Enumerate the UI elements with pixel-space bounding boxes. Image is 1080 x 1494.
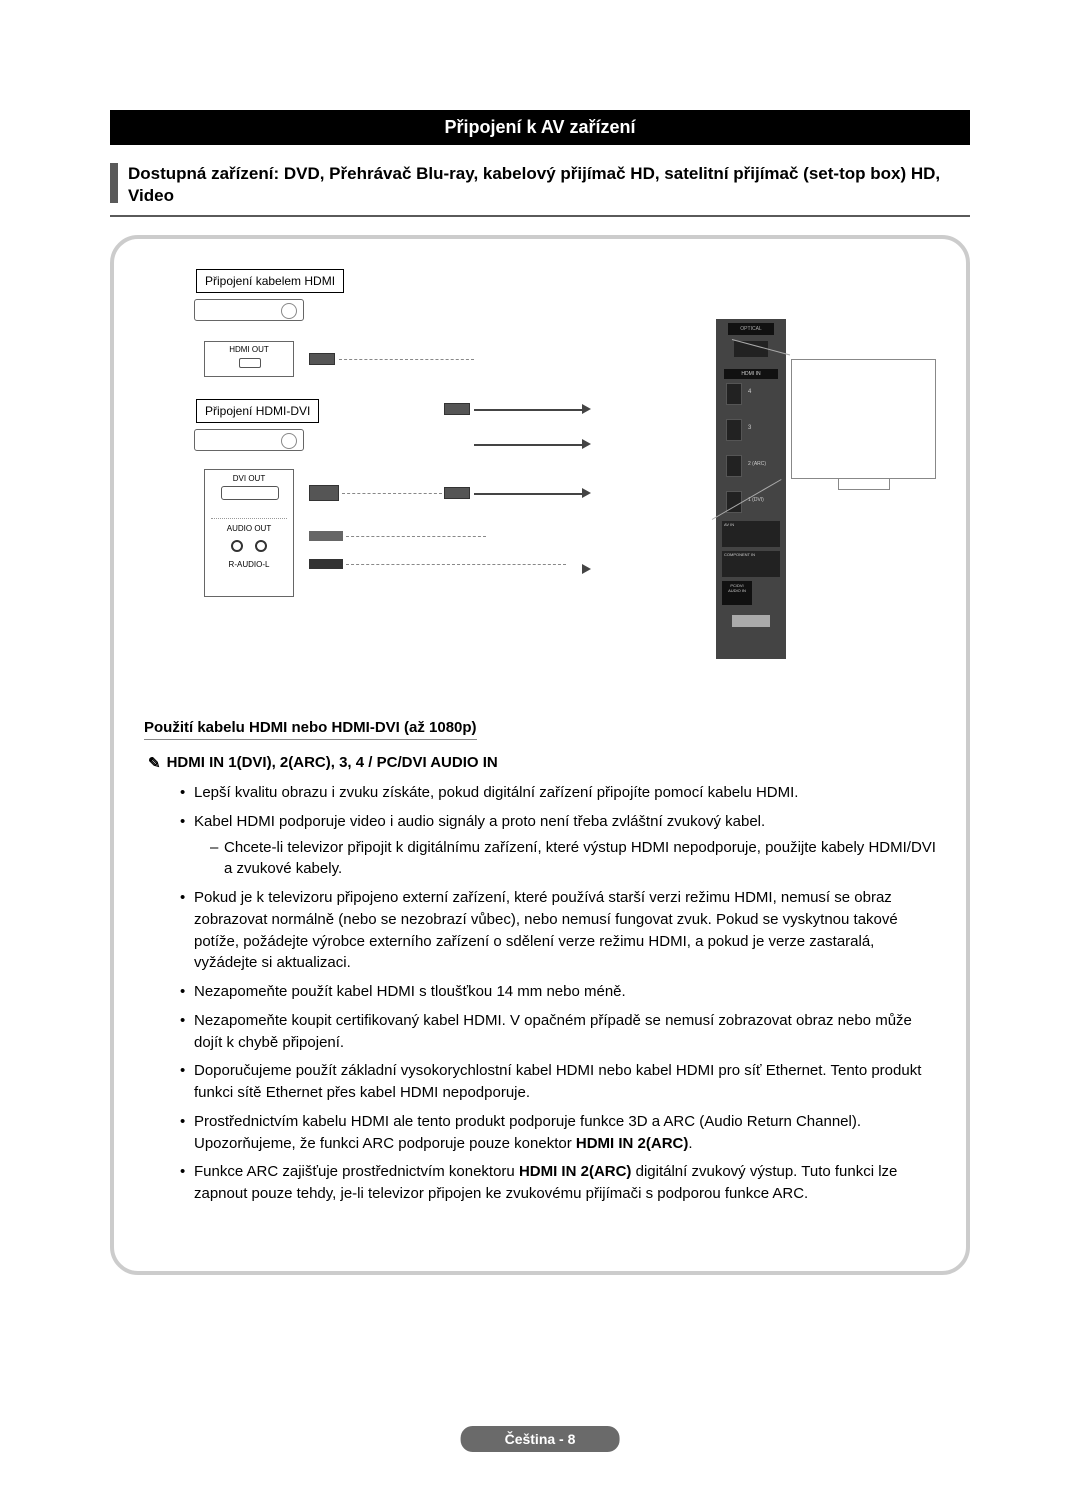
tv-back-panel: OPTICAL HDMI IN 4 3 2 (ARC) 1 (DVI) AV I… — [716, 319, 786, 659]
bullet-item: Prostřednictvím kabelu HDMI ale tento pr… — [180, 1111, 936, 1155]
dvi-out-label: DVI OUT — [205, 474, 293, 483]
bullet-item: Pokud je k televizoru připojeno externí … — [180, 887, 936, 974]
bullet-list: Lepší kvalitu obrazu i zvuku získáte, po… — [144, 782, 936, 1205]
bullet-item: Kabel HDMI podporuje video i audio signá… — [180, 811, 936, 880]
hdmi-port-3-label: 3 — [748, 425, 751, 431]
sub-list: Chcete-li televizor připojit k digitální… — [194, 837, 936, 881]
scart-port-icon — [732, 615, 770, 627]
audio-jack-l-icon — [255, 540, 267, 552]
tv-screen-icon — [791, 359, 936, 479]
subtitle-bar: Dostupná zařízení: DVD, Přehrávač Blu-ra… — [110, 163, 970, 217]
note-line: ✎ HDMI IN 1(DVI), 2(ARC), 3, 4 / PC/DVI … — [148, 754, 936, 772]
hdmi-port-4-icon — [726, 383, 742, 405]
cable — [346, 564, 566, 565]
hdmi-port-icon — [239, 358, 261, 368]
audio-plug-icon-2 — [309, 559, 343, 569]
sub-bullet-item: Chcete-li televizor připojit k digitální… — [210, 837, 936, 881]
audio-plug-icon — [309, 531, 343, 541]
subtitle-accent — [110, 163, 118, 203]
dvd-device-icon — [194, 299, 304, 321]
pc-dvi-audio-label: PC/DVI AUDIO IN — [722, 581, 752, 605]
content-box: Připojení kabelem HDMI HDMI OUT Připojen… — [110, 235, 970, 1275]
hdmi-port-4-label: 4 — [748, 389, 751, 395]
connection-diagram: Připojení kabelem HDMI HDMI OUT Připojen… — [144, 269, 936, 699]
bullet-item: Doporučujeme použít základní vysokorychl… — [180, 1060, 936, 1104]
component-label: COMPONENT IN — [722, 551, 780, 558]
optical-port-label: OPTICAL — [728, 323, 774, 335]
cable — [474, 409, 584, 411]
audio-lr-label: R-AUDIO-L — [205, 560, 293, 569]
hdmi-port-3-icon — [726, 419, 742, 441]
note-text: HDMI IN 1(DVI), 2(ARC), 3, 4 / PC/DVI AU… — [167, 754, 498, 771]
label-hdmi-cable: Připojení kabelem HDMI — [196, 269, 344, 293]
hdmi-plug-end-icon — [444, 487, 470, 499]
dvi-audio-port-box: DVI OUT AUDIO OUT R-AUDIO-L — [204, 469, 294, 597]
hdmi-port-2-label: 2 (ARC) — [748, 461, 766, 467]
cable — [346, 536, 486, 537]
hdmi-out-label: HDMI OUT — [205, 345, 293, 354]
label-hdmi-dvi: Připojení HDMI-DVI — [196, 399, 319, 423]
cable — [474, 493, 584, 495]
section-header: Připojení k AV zařízení — [110, 110, 970, 145]
page-footer: Čeština - 8 — [461, 1426, 620, 1452]
dvi-plug-icon — [309, 485, 339, 501]
arrow-icon — [582, 564, 591, 574]
av-in-label: AV IN — [722, 521, 780, 528]
component-panel: COMPONENT IN — [722, 551, 780, 577]
cable — [342, 493, 442, 494]
divider — [211, 518, 287, 519]
subtitle-text: Dostupná zařízení: DVD, Přehrávač Blu-ra… — [128, 163, 970, 207]
dvi-port-icon — [221, 486, 279, 500]
arrow-icon — [582, 439, 591, 449]
footer-page: 8 — [568, 1431, 576, 1447]
audio-out-label: AUDIO OUT — [205, 524, 293, 533]
bullet-item: Nezapomeňte koupit certifikovaný kabel H… — [180, 1010, 936, 1054]
footer-lang: Čeština — [505, 1431, 556, 1447]
hdmi-in-label: HDMI IN — [724, 369, 778, 379]
hdmi-port-1-label: 1 (DVI) — [748, 497, 764, 503]
audio-jack-r-icon — [231, 540, 243, 552]
av-in-panel: AV IN — [722, 521, 780, 547]
bullet-item: Funkce ARC zajišťuje prostřednictvím kon… — [180, 1161, 936, 1205]
bullet-item: Nezapomeňte použít kabel HDMI s tloušťko… — [180, 981, 936, 1003]
dvd-device-icon-2 — [194, 429, 304, 451]
note-icon: ✎ — [148, 754, 161, 772]
arrow-icon — [582, 488, 591, 498]
arrow-icon — [582, 404, 591, 414]
bullet-item: Lepší kvalitu obrazu i zvuku získáte, po… — [180, 782, 936, 804]
cable — [339, 359, 474, 360]
hdmi-port-2-icon — [726, 455, 742, 477]
cable — [474, 444, 584, 446]
hdmi-out-port-box: HDMI OUT — [204, 341, 294, 377]
usage-heading: Použití kabelu HDMI nebo HDMI-DVI (až 10… — [144, 719, 477, 740]
hdmi-plug-icon — [309, 353, 335, 365]
hdmi-plug-end-icon — [444, 403, 470, 415]
